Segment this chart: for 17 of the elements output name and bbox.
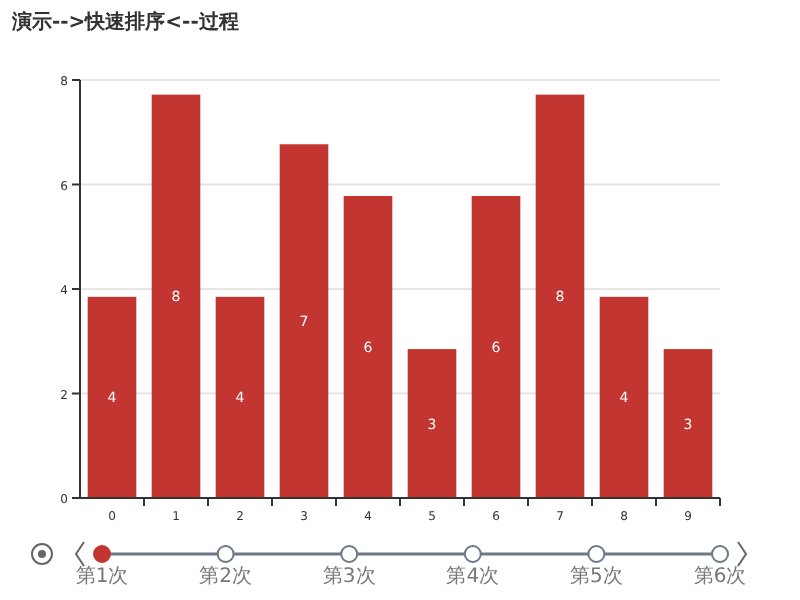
bar	[215, 296, 265, 498]
text: 第6次	[693, 564, 747, 588]
chart-title: 演示-->快速排序<--过程	[10, 10, 239, 34]
bar	[407, 349, 457, 498]
bar	[535, 94, 585, 498]
text: 第3次	[322, 564, 376, 588]
bar	[471, 196, 521, 498]
text: 第1次	[75, 564, 129, 588]
bar	[663, 349, 713, 498]
bar	[599, 296, 649, 498]
bar	[87, 296, 137, 498]
bar	[151, 94, 201, 498]
bar	[279, 144, 329, 498]
text: 第5次	[570, 564, 623, 588]
text: 第4次	[446, 564, 500, 588]
text: 第2次	[199, 564, 252, 588]
bar	[343, 196, 393, 498]
